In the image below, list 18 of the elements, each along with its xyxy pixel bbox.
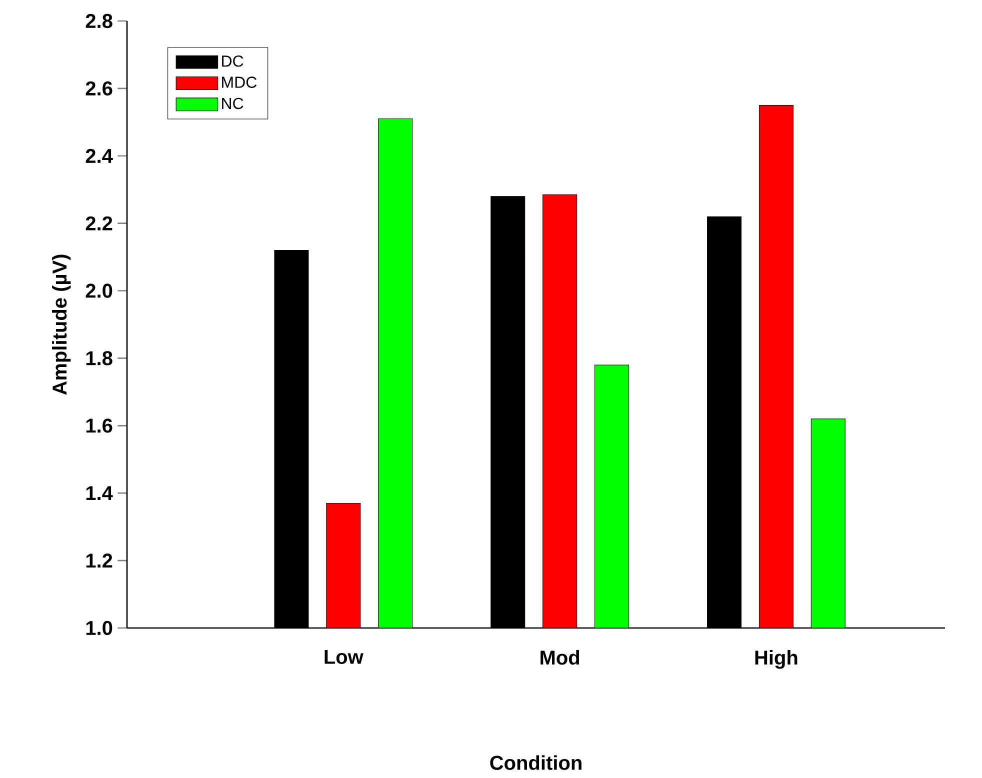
legend-label: NC — [222, 98, 244, 110]
y-tick-label: 1.0 — [86, 620, 112, 636]
x-tick-label: Low — [324, 650, 364, 664]
y-tick-label: 2.4 — [86, 148, 113, 163]
x-tick-label: High — [755, 650, 798, 669]
y-tick-label: 1.6 — [86, 418, 112, 433]
legend-label: DC — [222, 55, 244, 67]
x-tick-label: Mod — [540, 650, 580, 665]
y-tick-label: 2.6 — [86, 81, 112, 96]
y-axis-title: Amplitude (µV) — [52, 254, 71, 395]
y-tick-label: 1.4 — [86, 486, 113, 500]
y-tick-label: 1.2 — [86, 554, 112, 568]
y-tick-label: 2.0 — [86, 284, 112, 298]
legend-label: MDC — [222, 76, 257, 88]
y-tick-label: 1.8 — [86, 351, 112, 366]
y-tick-label: 2.2 — [86, 216, 112, 230]
x-axis-title: Condition — [490, 755, 582, 770]
y-tick-label: 2.8 — [86, 14, 112, 28]
